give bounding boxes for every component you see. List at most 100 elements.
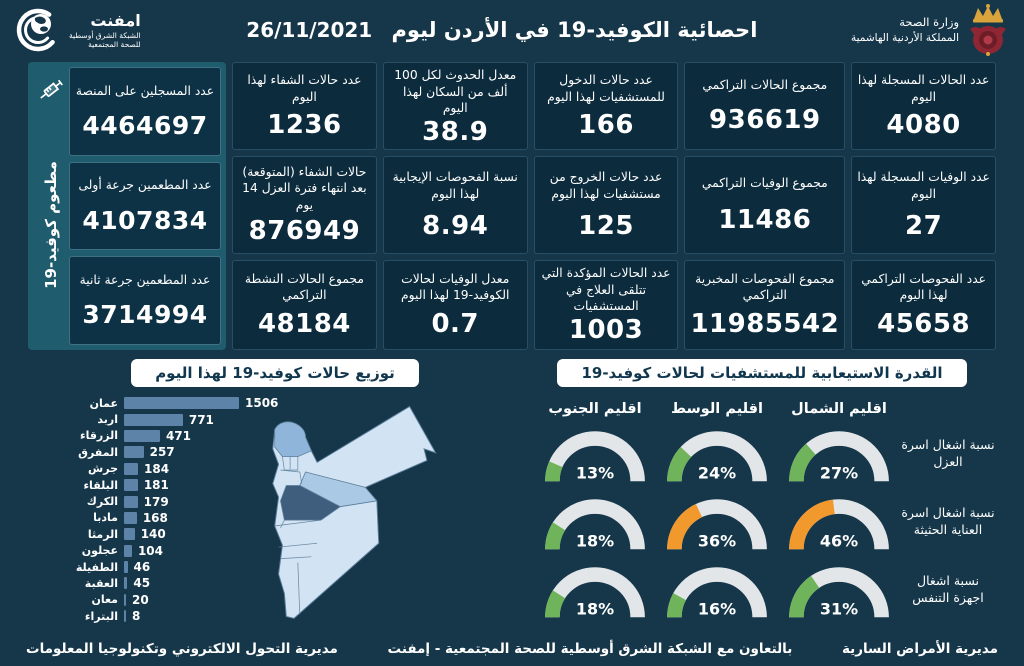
footer: مديرية الأمراض السارية بالتعاون مع الشبك…: [0, 632, 1024, 666]
gauge-arc: 24%: [667, 431, 767, 482]
gauge-value-label: 36%: [698, 531, 736, 550]
region-header: اقليم الجنوب: [548, 401, 642, 417]
bar-segment: [124, 561, 128, 574]
vaccine-card-label: عدد المطعمين جرعة ثانية: [79, 273, 211, 288]
bar-category-label: جرش: [88, 462, 118, 476]
stat-card: عدد الحالات المسجلة لهذا اليوم 4080: [851, 62, 996, 150]
stat-card-value: 936619: [709, 104, 821, 135]
bar-category-label: عجلون: [81, 544, 118, 558]
bar-row: الطفيلة 46: [28, 559, 522, 575]
bar-segment: [124, 479, 138, 492]
stat-card-value: 48184: [257, 309, 351, 340]
stat-card-label: معدل الوفيات لحالات الكوفيد-19 لهذا اليو…: [401, 271, 510, 303]
hospital-capacity-section: القدرة الاستيعابية للمستشفيات لحالات كوف…: [528, 359, 996, 631]
amfnet-title: امفنت الشبكة الشرق أوسطية للصحة المجتمعي…: [69, 11, 141, 50]
stat-card: عدد حالات الخروج من مستشفيات لهذا اليوم 1…: [533, 156, 679, 254]
gauge: 18%: [534, 555, 656, 623]
vaccine-label-wrap: مطعوم كوفيد-19: [33, 105, 69, 345]
bar-value-label: 184: [144, 461, 170, 476]
bar-segment: [124, 495, 138, 508]
stats-grid: عدد الحالات المسجلة لهذا اليوم 4080 مجموع …: [232, 62, 996, 350]
governorate-bar-chart: عمان 1506 اربد 771 الزرقاء 471 المفرق 257 جرش 184…: [28, 395, 522, 624]
ministry-line1: وزارة الصحة: [899, 15, 959, 30]
stat-card-label: مجموع الوفيات التراكمي: [701, 175, 828, 190]
bar-category-label: البتراء: [84, 609, 118, 623]
capacity-title: القدرة الاستيعابية للمستشفيات لحالات كوف…: [557, 359, 967, 387]
bar-value-label: 140: [140, 527, 166, 542]
stat-card-value: 1236: [267, 110, 342, 141]
gauge-arc: 31%: [789, 567, 889, 618]
footer-center: بالتعاون مع الشبكة الشرق أوسطية للصحة ال…: [387, 641, 793, 657]
bar-row: البتراء 8: [28, 608, 522, 624]
jordan-map-svg: [272, 405, 437, 619]
bar-segment: [124, 511, 137, 524]
vaccine-card: عدد المطعمين جرعة ثانية 3714994: [69, 256, 221, 346]
stat-card: عدد الحالات المؤكدة التي تتلقى العلاج في…: [533, 260, 679, 350]
stat-card-label: عدد حالات الخروج من مستشفيات لهذا اليوم: [549, 170, 663, 201]
stat-card: عدد حالات الشفاء لهذا اليوم 1236: [232, 62, 377, 150]
gauge-row-label: نسبة اشغال اسرة العزل: [901, 436, 995, 470]
bar-row: جرش 184: [28, 461, 522, 477]
gauge: 24%: [656, 419, 778, 487]
gauge-value-label: 13%: [576, 463, 614, 482]
gauge-arc: 13%: [545, 431, 645, 482]
report-date: 26/11/2021: [246, 18, 373, 42]
bar-row: عمان 1506: [28, 395, 522, 411]
ministry-block: وزارة الصحة المملكة الأردنية الهاشمية: [851, 3, 1010, 57]
stat-card: معدل الحدوث لكل 100 ألف من السكان لهذا ا…: [382, 62, 528, 150]
stat-card-value: 45658: [877, 309, 971, 340]
gauge: 36%: [656, 487, 778, 555]
bar-value-label: 168: [142, 510, 168, 525]
gauge-value-label: 46%: [820, 531, 858, 550]
gauge-arc: 16%: [667, 567, 767, 618]
bar-segment: [124, 528, 135, 541]
vaccine-side-label: مطعوم كوفيد-19: [41, 161, 60, 289]
gauge-arc: 46%: [789, 499, 889, 550]
case-distribution-section: توزيع حالات كوفيد-19 لهذا اليوم عمان 1506…: [28, 359, 522, 631]
stat-card: عدد الفحوصات التراكمي لهذا اليوم 45658: [851, 260, 996, 350]
stat-card-label: عدد الفحوصات التراكمي لهذا اليوم: [861, 271, 986, 303]
ministry-line2: المملكة الأردنية الهاشمية: [850, 31, 959, 44]
stat-card: عدد حالات الدخول للمستشفيات لهذا اليوم 16…: [533, 62, 679, 150]
region-header: اقليم الوسط: [670, 401, 763, 417]
vaccine-card-value: 4107834: [82, 205, 208, 235]
bar-row: مادبا 168: [28, 510, 522, 526]
stat-card-value: 166: [578, 110, 634, 141]
gauge-value-label: 27%: [820, 463, 858, 482]
vaccine-card-label: عدد المسجلين على المنصة: [75, 83, 215, 98]
amfnet-name: امفنت: [90, 10, 141, 30]
bar-value-label: 20: [132, 592, 149, 607]
distribution-title: توزيع حالات كوفيد-19 لهذا اليوم: [131, 359, 419, 387]
vaccine-cards: عدد المسجلين على المنصة 4464697 عدد المطعم…: [69, 67, 221, 346]
bar-category-label: الطفيلة: [75, 560, 118, 574]
title-text: احصائية الكوفيد-19 في الأردن ليوم: [391, 18, 758, 42]
vaccine-card: عدد المسجلين على المنصة 4464697: [69, 67, 221, 156]
bar-row: اربد 771: [28, 411, 522, 427]
bar-segment: [124, 446, 144, 459]
stat-card-label: مجموع الحالات التراكمي: [702, 78, 828, 93]
stat-card-label: عدد حالات الشفاء لهذا اليوم: [247, 72, 362, 104]
ministry-title: وزارة الصحة المملكة الأردنية الهاشمية: [851, 15, 959, 45]
bar-row: المفرق 257: [28, 444, 522, 460]
vaccine-side-strip: مطعوم كوفيد-19: [33, 67, 69, 345]
vaccine-card: عدد المطعمين جرعة أولى 4107834: [69, 161, 221, 251]
stat-card-value: 11486: [718, 205, 812, 236]
bar-value-label: 771: [188, 412, 214, 427]
amfnet-line1: الشبكة الشرق أوسطية: [69, 30, 141, 40]
bar-value-label: 471: [165, 428, 192, 443]
amfnet-globe-logo-icon: [16, 8, 60, 52]
bar-value-label: 1506: [245, 396, 279, 411]
stat-card: حالات الشفاء (المتوقعة) بعد انتهاء فترة …: [232, 156, 377, 254]
gauge-arc: 36%: [667, 499, 767, 550]
stat-card-value: 4080: [886, 110, 961, 141]
stat-card: معدل الوفيات لحالات الكوفيد-19 لهذا اليو…: [382, 260, 528, 350]
gauge-arc: 18%: [545, 499, 645, 550]
bar-row: عجلون 104: [28, 543, 522, 559]
bar-row: معان 20: [28, 592, 522, 608]
bar-category-label: اربد: [97, 413, 118, 427]
vaccine-card-label: عدد المطعمين جرعة أولى: [78, 178, 212, 193]
bar-value-label: 46: [133, 560, 151, 575]
stat-card: نسبة الفحوصات الإيجابية لهذا اليوم 8.94: [382, 156, 528, 254]
stat-card-value: 0.7: [431, 309, 480, 340]
stat-card-label: معدل الحدوث لكل 100 ألف من السكان لهذا ا…: [394, 68, 517, 116]
